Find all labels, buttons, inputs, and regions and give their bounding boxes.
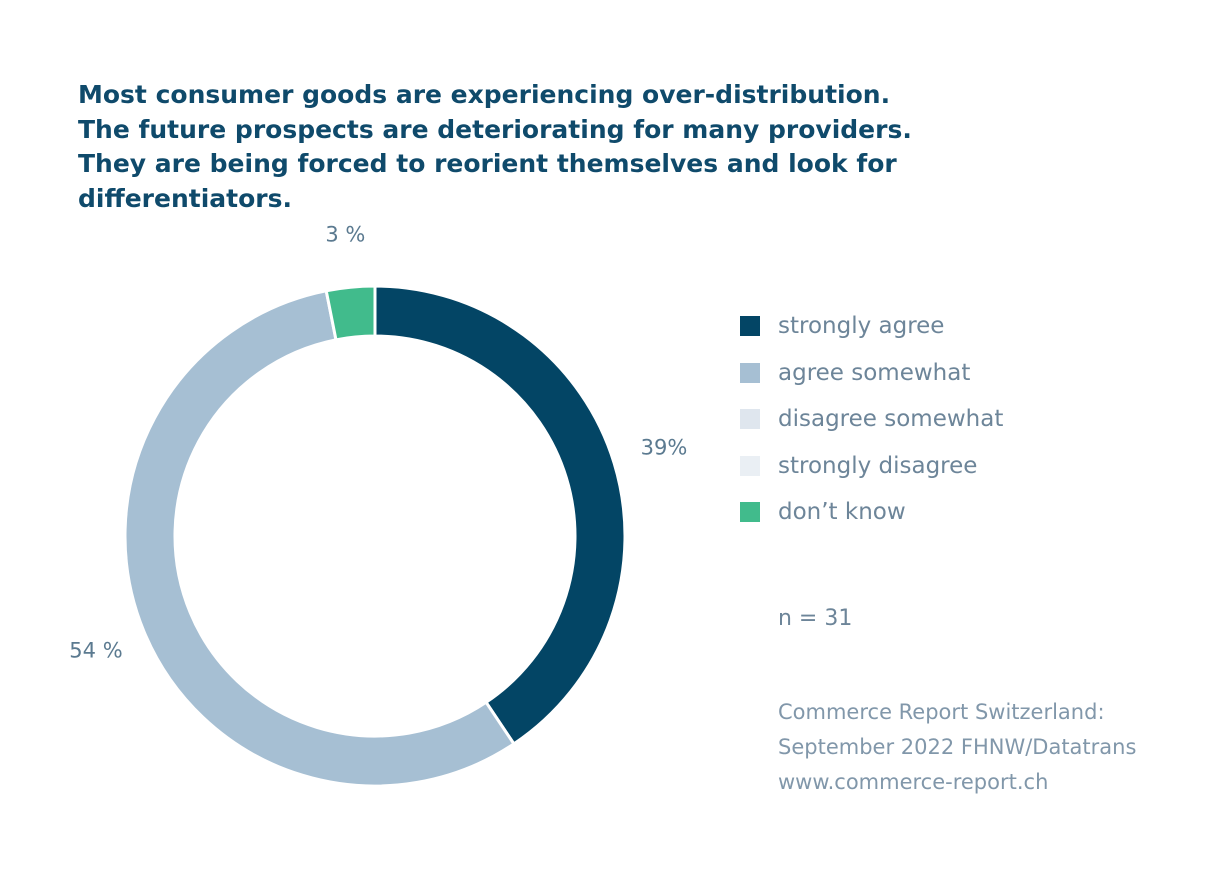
- legend-item-agree-somewhat: agree somewhat: [740, 350, 1003, 397]
- legend-item-strongly-disagree: strongly disagree: [740, 443, 1003, 490]
- slice-value-label: 54 %: [69, 639, 122, 663]
- legend-swatch: [740, 502, 760, 523]
- chart-title: Most consumer goods are experiencing ove…: [78, 78, 978, 216]
- title-line: differentiators.: [78, 183, 292, 213]
- legend-swatch: [740, 316, 760, 337]
- title-line: Most consumer goods are experiencing ove…: [78, 80, 891, 109]
- source-line: www.commerce-report.ch: [778, 770, 1049, 794]
- slice-value-label: 3 %: [325, 222, 365, 246]
- slice-value-label: 39%: [641, 435, 688, 459]
- legend-swatch: [740, 362, 760, 383]
- legend-swatch: [740, 409, 760, 430]
- donut-slice-don-t-know: [324, 284, 377, 342]
- legend-swatch: [740, 455, 760, 476]
- donut-slice-agree-somewhat: [123, 289, 516, 788]
- legend-item-strongly-agree: strongly agree: [740, 303, 1003, 350]
- legend: strongly agree agree somewhat disagree s…: [740, 303, 1003, 536]
- legend-label: don’t know: [778, 499, 906, 526]
- title-line: The future prospects are deteriorating f…: [78, 114, 912, 144]
- source-line: Commerce Report Switzerland:: [778, 700, 1105, 724]
- title-line: They are being forced to reorient themse…: [78, 149, 897, 178]
- donut-chart: 39% 54 % 3 %: [69, 222, 688, 788]
- source-note: Commerce Report Switzerland: September 2…: [778, 695, 1136, 800]
- legend-label: agree somewhat: [778, 359, 971, 386]
- donut-slice-strongly-agree: [373, 284, 627, 746]
- legend-label: disagree somewhat: [778, 406, 1004, 433]
- legend-item-disagree-somewhat: disagree somewhat: [740, 396, 1003, 443]
- legend-label: strongly disagree: [778, 452, 978, 479]
- sample-size: n = 31: [778, 606, 853, 631]
- legend-item-dont-know: don’t know: [740, 489, 1003, 536]
- source-line: September 2022 FHNW/Datatrans: [778, 735, 1137, 759]
- legend-label: strongly agree: [778, 313, 945, 340]
